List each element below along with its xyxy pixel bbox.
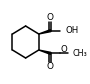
- Polygon shape: [39, 30, 51, 34]
- Text: OH: OH: [66, 26, 79, 35]
- Text: O: O: [60, 45, 67, 54]
- Text: CH₃: CH₃: [73, 49, 88, 58]
- Polygon shape: [39, 50, 51, 54]
- Text: O: O: [47, 13, 54, 22]
- Text: O: O: [47, 62, 54, 71]
